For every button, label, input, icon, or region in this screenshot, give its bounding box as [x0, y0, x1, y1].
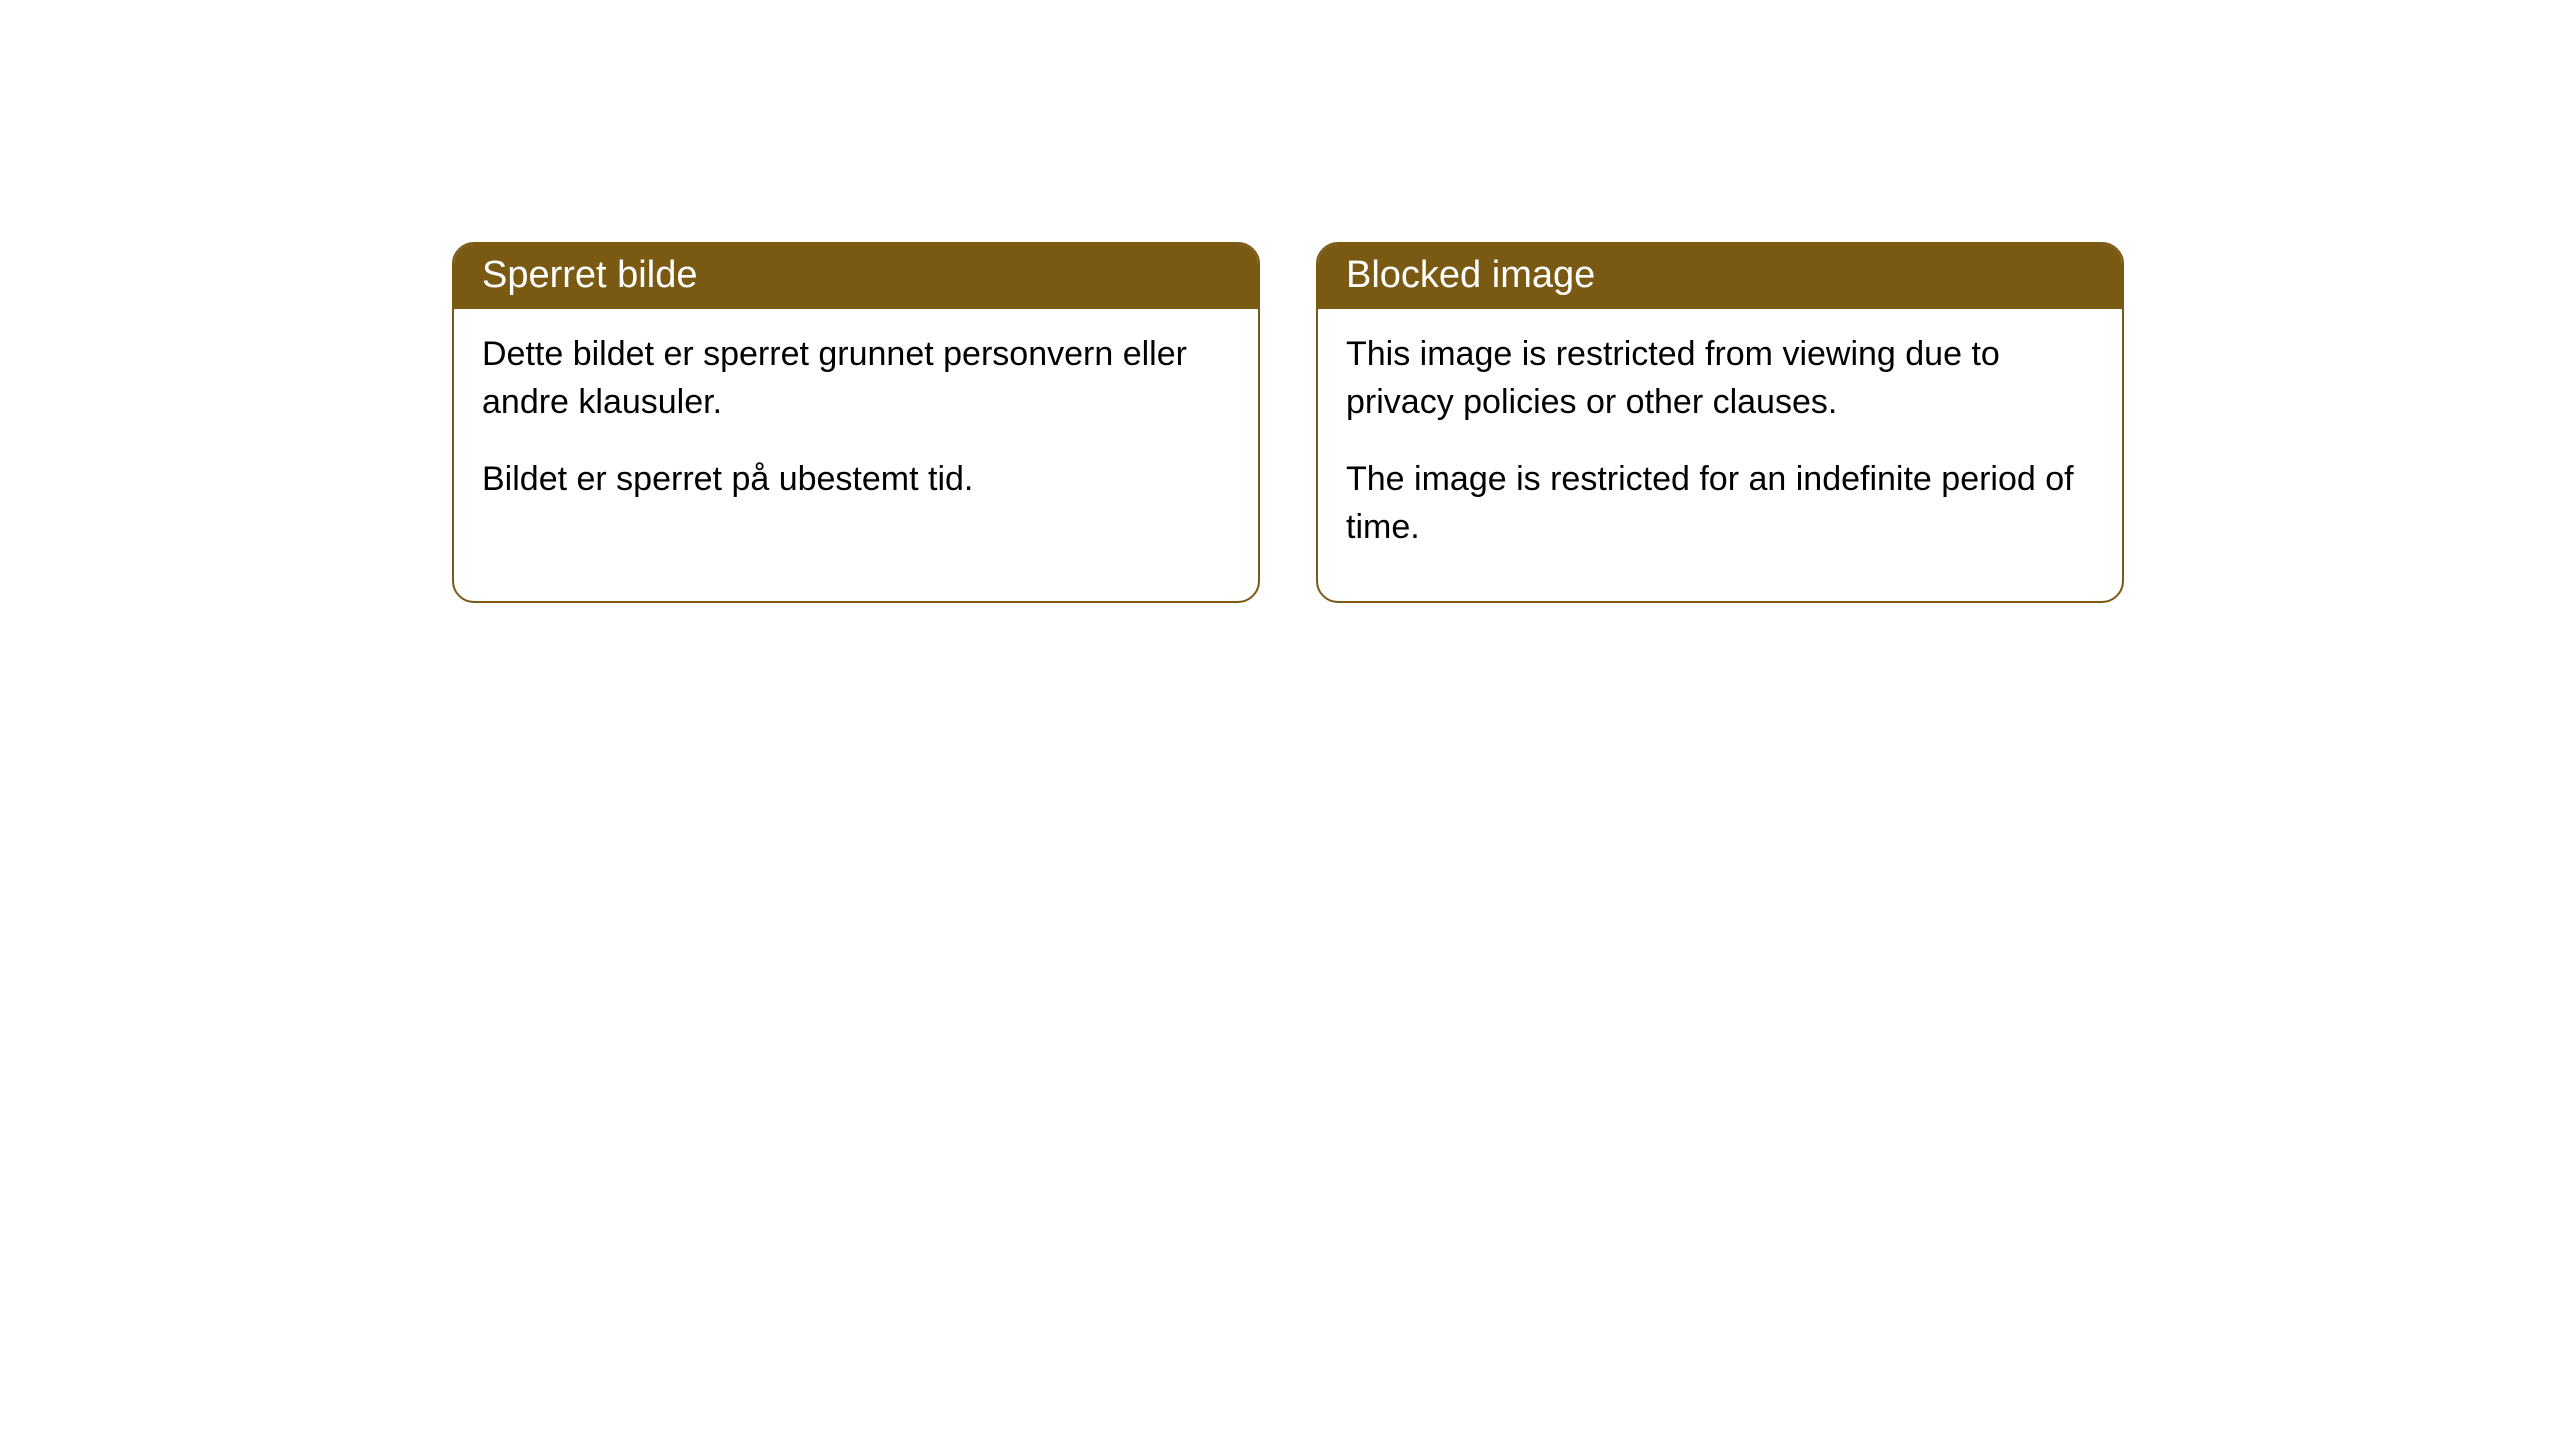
notice-container: Sperret bilde Dette bildet er sperret gr… — [0, 0, 2560, 603]
card-header: Blocked image — [1318, 244, 2122, 309]
card-body: This image is restricted from viewing du… — [1318, 309, 2122, 601]
card-body: Dette bildet er sperret grunnet personve… — [454, 309, 1258, 554]
card-paragraph: Dette bildet er sperret grunnet personve… — [482, 331, 1230, 426]
card-title: Blocked image — [1346, 254, 1595, 296]
card-paragraph: Bildet er sperret på ubestemt tid. — [482, 456, 1230, 504]
notice-card-norwegian: Sperret bilde Dette bildet er sperret gr… — [452, 242, 1260, 603]
card-title: Sperret bilde — [482, 254, 697, 296]
card-paragraph: The image is restricted for an indefinit… — [1346, 456, 2094, 551]
notice-card-english: Blocked image This image is restricted f… — [1316, 242, 2124, 603]
card-paragraph: This image is restricted from viewing du… — [1346, 331, 2094, 426]
card-header: Sperret bilde — [454, 244, 1258, 309]
